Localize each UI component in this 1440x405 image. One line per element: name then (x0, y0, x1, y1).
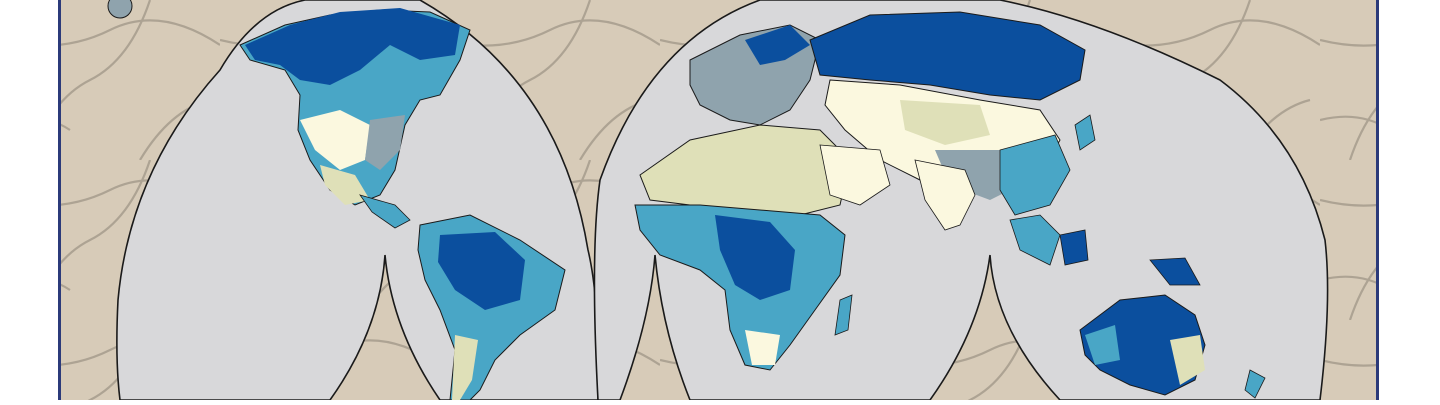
region-canada-north (245, 8, 460, 85)
region-australia-east (1170, 335, 1205, 385)
region-east-asia (999, 134, 1071, 216)
frame-right-border (1376, 0, 1379, 400)
region-usa-east (365, 115, 405, 170)
region-kalahari (745, 330, 780, 365)
region-new-guinea (1149, 257, 1201, 286)
region-scandinavia (745, 25, 810, 65)
region-southeast-asia (1009, 214, 1061, 266)
region-russia (809, 11, 1086, 101)
region-new-zealand (1244, 369, 1266, 399)
region-australia-west (1085, 325, 1120, 365)
region-central-america (359, 194, 411, 229)
region-mexico (320, 165, 370, 205)
region-patagonia (452, 335, 478, 400)
region-congo (715, 215, 795, 300)
region-india (914, 159, 976, 231)
region-sahara (639, 124, 851, 216)
region-steppe (900, 100, 990, 145)
region-arabia (819, 144, 891, 206)
region-madagascar (834, 294, 853, 336)
region-usa-west (300, 110, 370, 170)
frame-left-border (58, 0, 61, 400)
legend-swatch-marker (107, 0, 133, 19)
region-japan (1074, 114, 1096, 151)
region-borneo (1059, 229, 1089, 266)
region-amazon (438, 232, 525, 310)
